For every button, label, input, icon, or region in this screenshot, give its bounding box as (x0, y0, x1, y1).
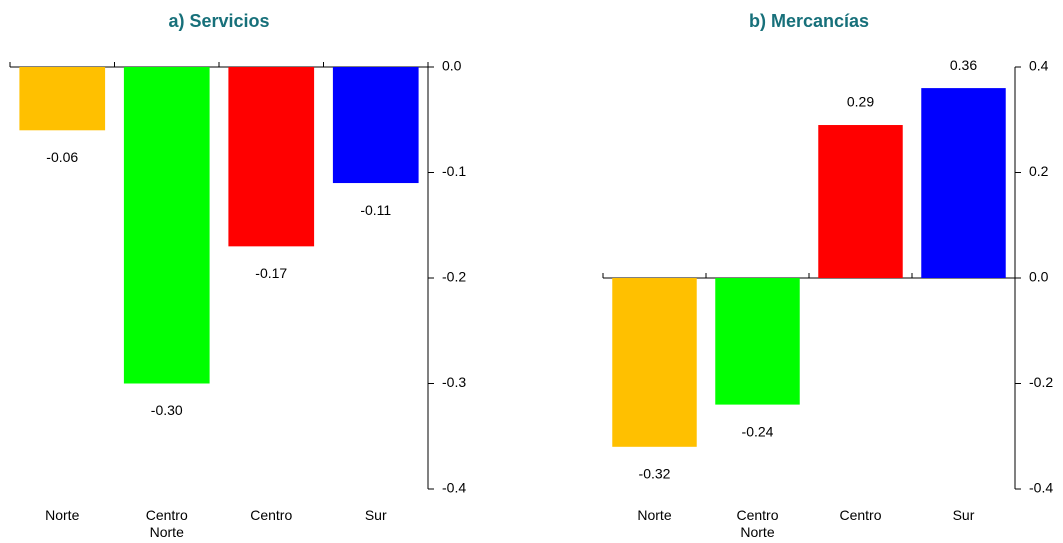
y-tick-label: -0.2 (442, 269, 466, 285)
bar (818, 125, 903, 279)
value-label: -0.24 (742, 423, 774, 439)
y-tick-label: -0.2 (1029, 374, 1053, 390)
y-tick-label: -0.4 (442, 480, 466, 496)
y-tick-label: 0.2 (1029, 163, 1049, 179)
y-tick-label: 0.4 (1029, 58, 1049, 74)
bar (612, 278, 697, 447)
value-label: -0.30 (151, 402, 183, 418)
x-tick-label: Centro Norte (145, 507, 188, 540)
bar (332, 67, 419, 184)
bar (228, 67, 315, 247)
x-tick-label: Centro (250, 507, 293, 523)
value-label: 0.29 (847, 94, 874, 110)
y-tick-label: 0.0 (1029, 269, 1049, 285)
bar (921, 88, 1006, 278)
x-tick-label: Centro Norte (736, 507, 779, 540)
bar (123, 67, 210, 384)
value-label: -0.11 (360, 202, 391, 218)
x-tick-label: Sur (952, 507, 975, 523)
y-tick-label: -0.4 (1029, 480, 1053, 496)
chart-title: b) Mercancías (749, 11, 869, 31)
value-label: -0.32 (639, 466, 671, 482)
x-tick-label: Norte (637, 507, 672, 523)
y-tick-label: -0.1 (442, 163, 466, 179)
x-tick-label: Centro (839, 507, 882, 523)
chart-title: a) Servicios (168, 11, 269, 31)
y-tick-label: -0.3 (442, 374, 466, 390)
bar (715, 278, 800, 405)
value-label: 0.36 (950, 57, 977, 73)
y-tick-label: 0.0 (442, 58, 462, 74)
x-tick-label: Norte (45, 507, 80, 523)
x-tick-label: Sur (364, 507, 387, 523)
value-label: -0.17 (255, 265, 287, 281)
bar (19, 67, 106, 131)
value-label: -0.06 (46, 149, 78, 165)
